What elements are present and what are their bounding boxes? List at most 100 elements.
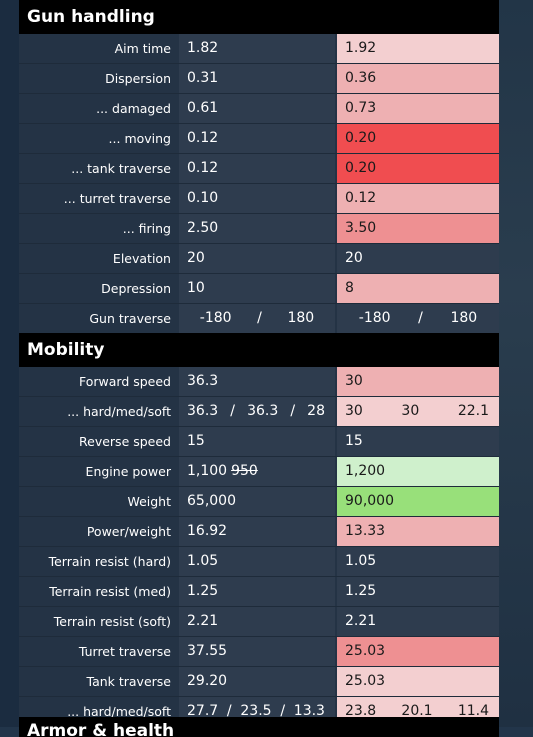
stat-value-current: 1.25 [179, 577, 337, 606]
stat-label: Aim time [19, 34, 179, 63]
section-header: Gun handling [19, 0, 499, 34]
stat-row: Turret traverse 37.55 25.03 [19, 636, 499, 666]
stat-row: Terrain resist (hard) 1.05 1.05 [19, 546, 499, 576]
stat-row: Forward speed 36.3 30 [19, 367, 499, 396]
value-part: 28 [307, 403, 325, 419]
stat-row: ... hard/med/soft 36.3 / 36.3 / 28 30 30 22.1 [19, 396, 499, 426]
stat-row: ... damaged 0.61 0.73 [19, 93, 499, 123]
value-part: 36.3 [187, 403, 219, 419]
stat-value-compare: 25.03 [337, 667, 499, 696]
section-title: Mobility [27, 340, 105, 360]
value-text: 65,000 [187, 493, 236, 509]
value-text: 8 [345, 280, 354, 296]
background-right [499, 0, 533, 727]
stat-label: ... moving [19, 124, 179, 153]
stat-value-compare: 1,200 [337, 457, 499, 486]
stat-label: Elevation [19, 244, 179, 273]
stat-label: Terrain resist (soft) [19, 607, 179, 636]
value-text: 0.61 [187, 100, 219, 116]
value-text: 30 [345, 373, 363, 389]
stat-row: ... moving 0.12 0.20 [19, 123, 499, 153]
stat-value-current: -180 / 180 [179, 304, 337, 333]
value-text: 0.20 [345, 130, 377, 146]
stat-value-compare: 1.05 [337, 547, 499, 576]
stat-row: Depression 10 8 [19, 273, 499, 303]
stat-value-compare: 15 [337, 427, 499, 456]
stat-value-current: 36.3 [179, 367, 337, 396]
value-text: 36.3 [187, 373, 219, 389]
stat-label: ... hard/med/soft [19, 397, 179, 426]
stat-label: Dispersion [19, 64, 179, 93]
value-text: 2.21 [187, 613, 219, 629]
value-part: 30 [401, 403, 420, 419]
value-part: 13.3 [293, 703, 325, 719]
value-part: 20.1 [401, 703, 433, 719]
stat-label: ... turret traverse [19, 184, 179, 213]
stat-value-compare: 8 [337, 274, 499, 303]
stat-label: Power/weight [19, 517, 179, 546]
value-part: -180 [199, 310, 232, 326]
stat-label: Forward speed [19, 367, 179, 396]
stat-value-compare: 30 [337, 367, 499, 396]
stat-value-current: 2.21 [179, 607, 337, 636]
stat-label: Weight [19, 487, 179, 516]
value-part: / [280, 703, 286, 719]
stat-label: ... damaged [19, 94, 179, 123]
value-text: 0.73 [345, 100, 377, 116]
value-text: 1,100 [187, 463, 228, 479]
value-text: 1.82 [187, 40, 219, 56]
stat-row: Gun traverse -180 / 180 -180 / 180 [19, 303, 499, 333]
value-part: 23.5 [240, 703, 272, 719]
stat-row: Terrain resist (soft) 2.21 2.21 [19, 606, 499, 636]
value-text: 0.12 [345, 190, 377, 206]
value-part: / [230, 403, 235, 419]
stat-row: Terrain resist (med) 1.25 1.25 [19, 576, 499, 606]
stat-value-compare: 30 30 22.1 [337, 397, 499, 426]
stat-row: ... tank traverse 0.12 0.20 [19, 153, 499, 183]
value-text: 0.10 [187, 190, 219, 206]
value-part: / [257, 310, 262, 326]
value-text: 0.20 [345, 160, 377, 176]
value-part: 11.4 [457, 703, 489, 719]
value-text: 37.55 [187, 643, 228, 659]
value-part: 180 [450, 310, 478, 326]
stat-value-compare: 1.25 [337, 577, 499, 606]
previous-value: 950 [231, 463, 258, 479]
value-part: 27.7 [187, 703, 219, 719]
stat-row: ... turret traverse 0.10 0.12 [19, 183, 499, 213]
stat-label: Turret traverse [19, 637, 179, 666]
stat-value-current: 20 [179, 244, 337, 273]
stat-value-compare: 20 [337, 244, 499, 273]
background-left [0, 0, 19, 727]
stat-value-current: 65,000 [179, 487, 337, 516]
stat-value-current: 10 [179, 274, 337, 303]
value-part: 22.1 [457, 403, 489, 419]
value-text: 2.21 [345, 613, 377, 629]
stat-row: Dispersion 0.31 0.36 [19, 63, 499, 93]
stat-label: Terrain resist (med) [19, 577, 179, 606]
stat-value-compare: 0.73 [337, 94, 499, 123]
value-text: 29.20 [187, 673, 228, 689]
stat-value-current: 27.7 / 23.5 / 13.3 [179, 697, 337, 726]
value-text: 0.36 [345, 70, 377, 86]
stat-row: Tank traverse 29.20 25.03 [19, 666, 499, 696]
stat-row: Weight 65,000 90,000 [19, 486, 499, 516]
stat-value-compare: 13.33 [337, 517, 499, 546]
value-text: 1.05 [187, 553, 219, 569]
stat-row: Aim time 1.82 1.92 [19, 34, 499, 63]
value-part: / [418, 310, 423, 326]
value-text: 10 [187, 280, 205, 296]
value-part: / [226, 703, 232, 719]
stat-label: Reverse speed [19, 427, 179, 456]
stat-value-current: 0.31 [179, 64, 337, 93]
stat-value-compare: 2.21 [337, 607, 499, 636]
value-text: 1,200 [345, 463, 386, 479]
value-part: / [290, 403, 296, 419]
stat-value-current: 0.10 [179, 184, 337, 213]
value-part: 36.3 [247, 403, 279, 419]
stat-value-current: 16.92 [179, 517, 337, 546]
section-header-armor: Armor & health [19, 717, 499, 737]
stat-value-compare: 0.36 [337, 64, 499, 93]
value-text: 20 [345, 250, 363, 266]
value-text: 25.03 [345, 673, 386, 689]
